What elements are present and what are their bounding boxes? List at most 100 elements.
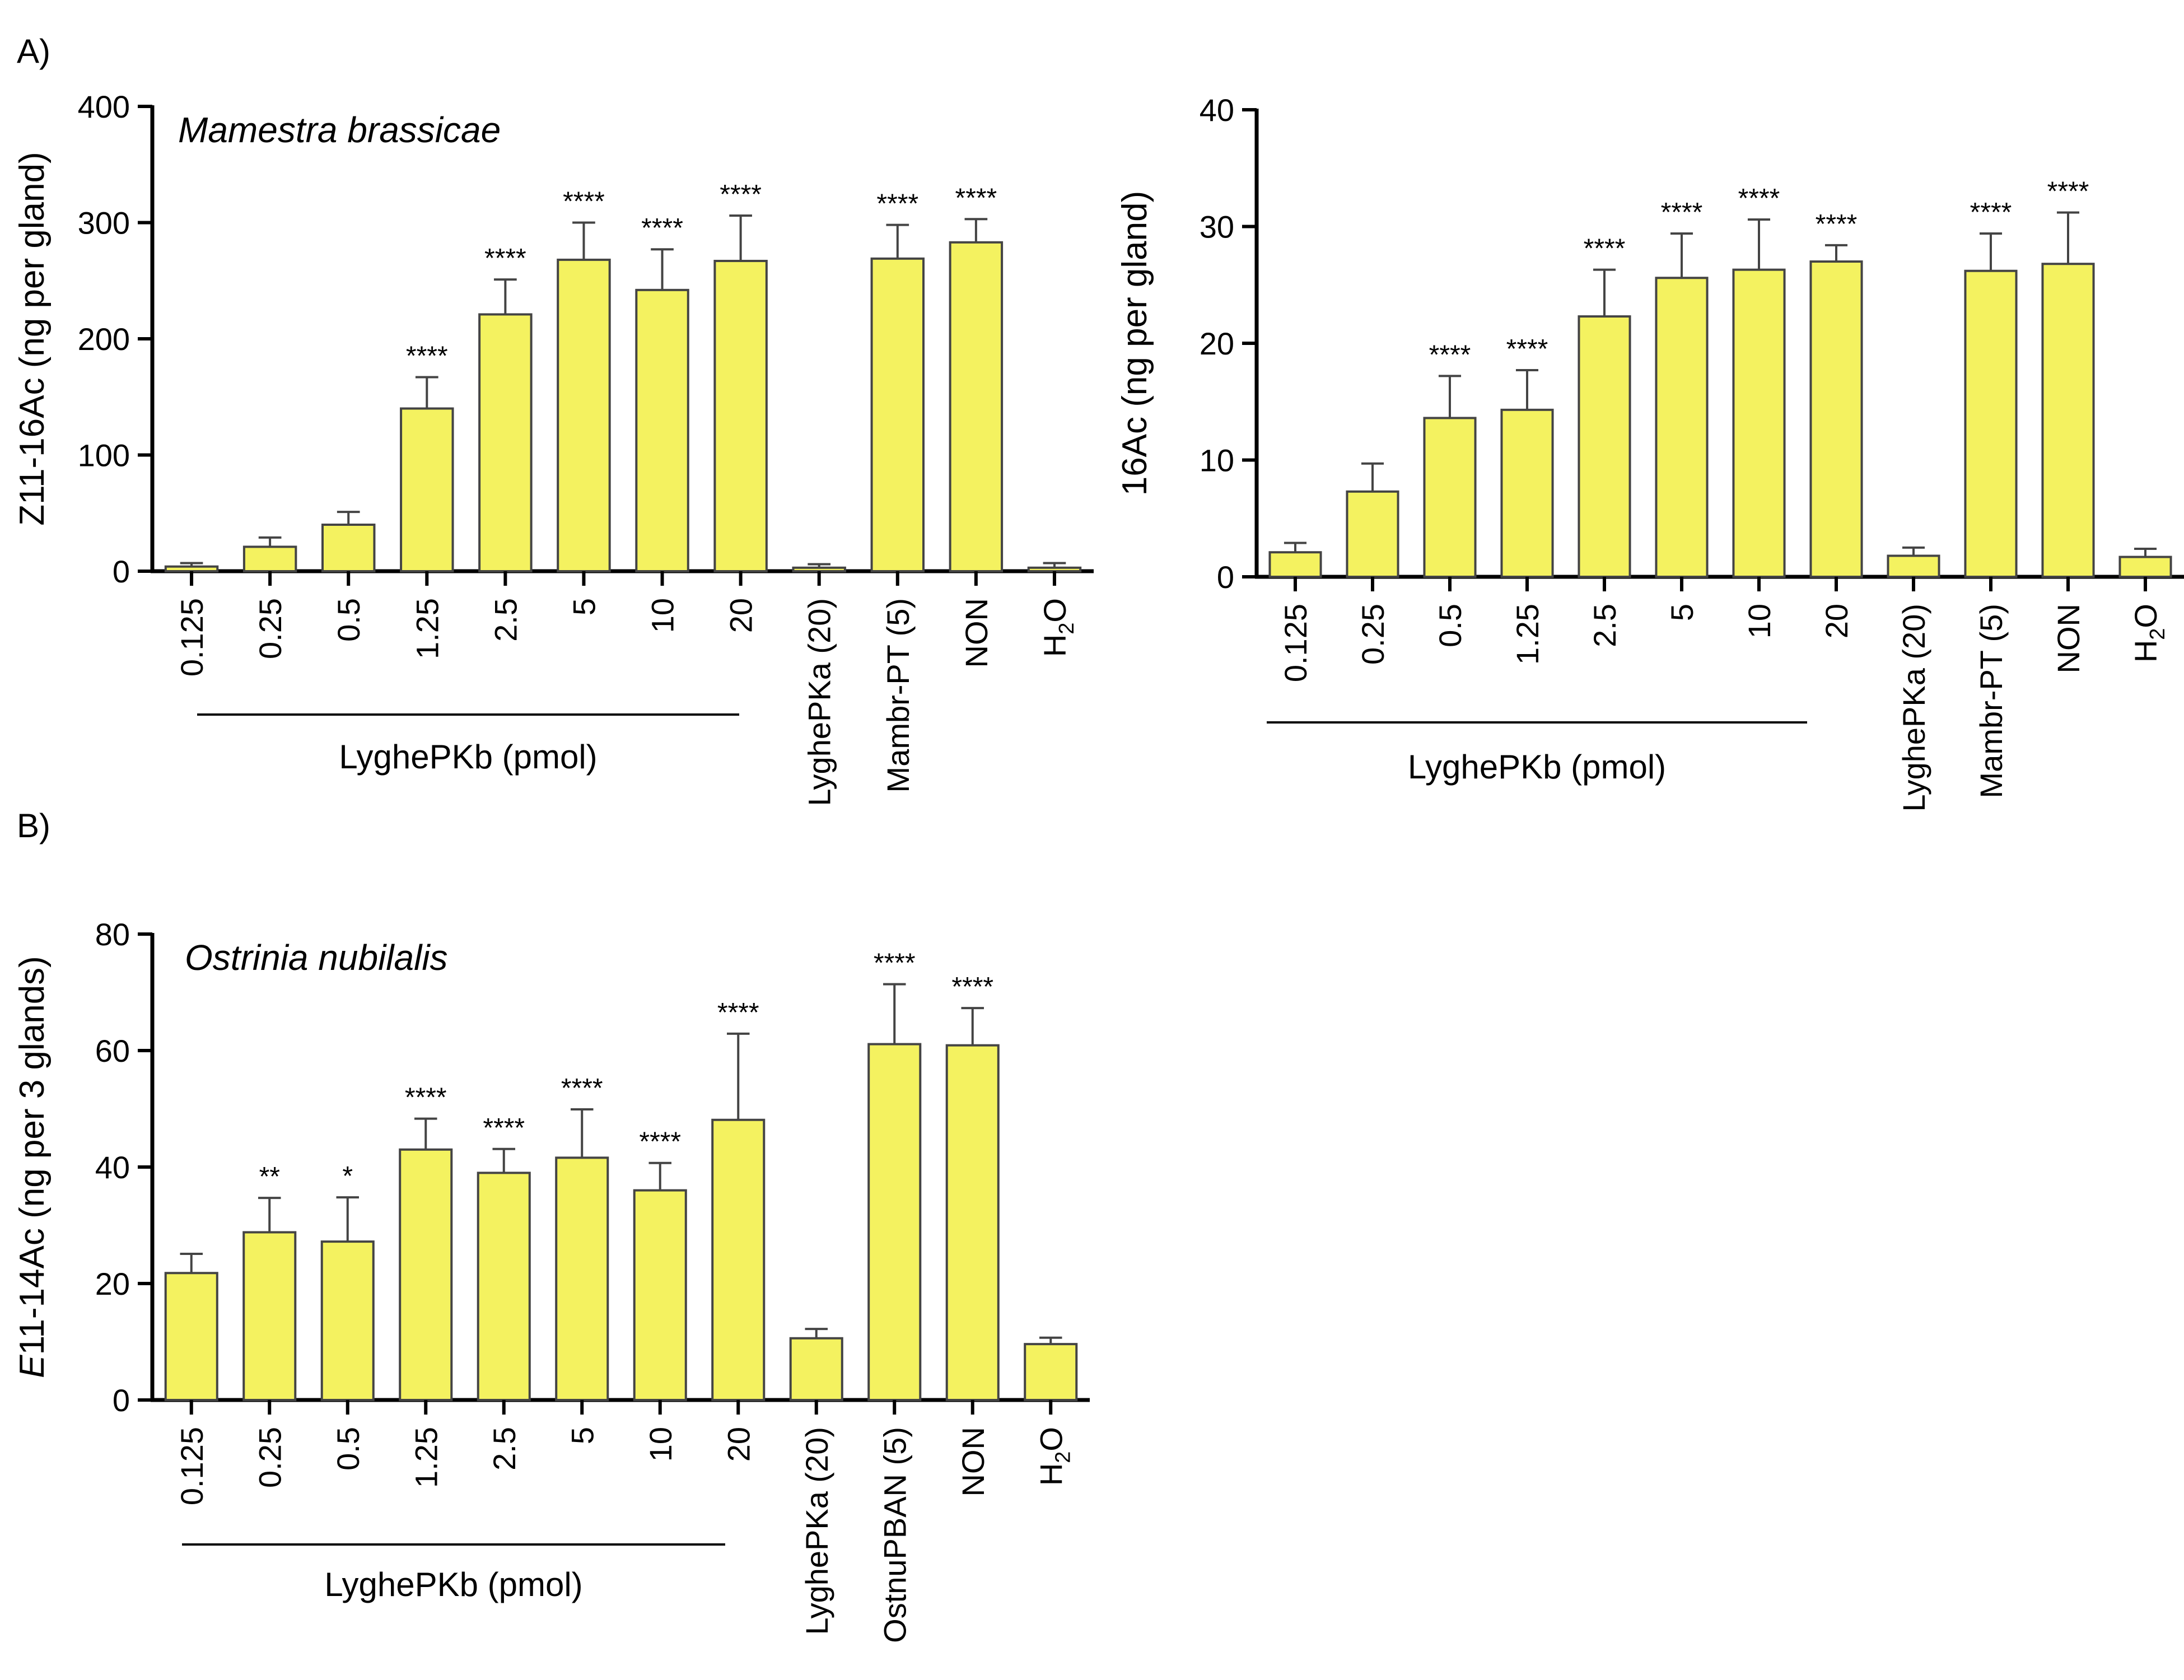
x-category-label: H2O (1037, 598, 1079, 657)
bar (945, 1044, 1000, 1401)
x-category-label: 0.125 (174, 1427, 209, 1505)
y-tick-label: 0 (1217, 559, 1234, 595)
x-category-label: 10 (643, 1427, 678, 1462)
y-tick-label: 300 (78, 206, 130, 241)
x-category-label: 0.25 (1355, 604, 1390, 665)
y-tick-label: 10 (1200, 443, 1234, 478)
bar (1027, 566, 1082, 573)
x-category-label: 0.125 (1278, 604, 1313, 682)
bar (478, 313, 533, 572)
h2o-2: 2 (1055, 623, 1079, 634)
group-label: LyghePKb (pmol) (324, 1566, 582, 1603)
y-axis-title: Z11-16Ac (ng per gland) (13, 152, 52, 525)
x-category-label: 0.5 (1432, 604, 1468, 647)
bar (1268, 551, 1322, 578)
x-category-label: 0.125 (174, 598, 209, 676)
significance-label: **** (484, 244, 526, 273)
significance-label: ** (259, 1162, 280, 1192)
x-category-label: 5 (566, 598, 601, 615)
bar (635, 288, 689, 572)
x-category-label: 20 (721, 1427, 756, 1462)
x-category-label: 10 (1742, 604, 1777, 638)
x-category-label: NON (955, 1427, 991, 1496)
bar (1809, 260, 1863, 578)
bar (399, 1148, 453, 1402)
significance-label: **** (874, 948, 916, 978)
h2o-2: 2 (1051, 1452, 1075, 1463)
bar (870, 257, 925, 572)
significance-label: **** (1738, 184, 1780, 213)
h2o-h: H (2128, 640, 2163, 662)
x-category-label: 5 (1664, 604, 1700, 621)
h2o-o: O (1033, 1427, 1068, 1452)
bar (792, 566, 846, 573)
significance-label: **** (561, 1074, 603, 1103)
y-tick-label: 30 (1200, 209, 1234, 245)
x-category-label: 2.5 (488, 598, 523, 642)
significance-label: **** (2047, 176, 2089, 206)
x-category-label: 10 (645, 598, 680, 633)
bar (949, 241, 1004, 572)
significance-label: **** (1506, 334, 1548, 364)
significance-label: **** (563, 187, 605, 217)
bar (1024, 1343, 1078, 1401)
bar (400, 407, 454, 572)
y-tick-label: 0 (113, 1383, 130, 1418)
x-category-label: 0.25 (252, 1427, 287, 1488)
bar (242, 1231, 297, 1401)
significance-label: **** (1661, 198, 1703, 227)
chart-title: Mamestra brassicae (178, 110, 501, 150)
panel-label-b: B) (17, 807, 50, 844)
significance-label: **** (1429, 340, 1471, 370)
bar (555, 1156, 609, 1402)
bar (1655, 277, 1709, 578)
significance-label: **** (406, 341, 448, 371)
y-tick-label: 400 (78, 89, 130, 124)
x-category-label: 0.5 (330, 1427, 366, 1471)
bar (713, 259, 768, 573)
bar (711, 1118, 766, 1401)
bar (320, 1240, 375, 1402)
bar (633, 1189, 687, 1402)
y-axis-title: 16Ac (ng per gland) (1116, 191, 1154, 496)
bar (867, 1043, 922, 1402)
y-tick-label: 40 (1200, 92, 1234, 128)
x-category-label: LyghePKa (20) (799, 1427, 834, 1635)
x-category-label: 5 (564, 1427, 600, 1444)
group-label: LyghePKb (pmol) (1408, 748, 1666, 786)
y-axis-title: E11-14Ac (ng per 3 glands) (13, 956, 52, 1378)
bar (2041, 263, 2095, 578)
y-tick-label: 20 (1200, 326, 1234, 361)
bar (321, 524, 376, 572)
significance-label: **** (720, 180, 762, 209)
bar (164, 1272, 218, 1402)
bar (477, 1172, 531, 1401)
x-category-label: NON (959, 598, 994, 668)
bar (242, 545, 297, 572)
bar (1346, 490, 1399, 578)
x-category-label: 0.25 (253, 598, 288, 659)
bar (1887, 554, 1940, 578)
x-category-label: 1.25 (409, 598, 445, 659)
panel-label-a: A) (17, 32, 50, 70)
bar (164, 565, 219, 573)
x-category-label: 20 (724, 598, 759, 633)
significance-label: **** (483, 1113, 525, 1143)
significance-label: **** (955, 183, 997, 213)
y-tick-label: 200 (78, 321, 130, 357)
x-category-label: H2O (1033, 1427, 1075, 1486)
significance-label: **** (1816, 209, 1858, 239)
chart-ostrinia-nubilalis: 0 20 40 60 80 E11-14Ac (ng per 3 glands) Ostri… (13, 917, 1090, 1643)
x-category-label: Mambr-PT (5) (1973, 604, 2009, 798)
group-label: LyghePKb (pmol) (339, 738, 597, 776)
y-tick-label: 40 (95, 1150, 130, 1185)
x-category-label: 1.25 (1510, 604, 1545, 665)
y-tick-label: 100 (78, 438, 130, 473)
significance-label: **** (1970, 198, 2012, 227)
chart-mamestra-brassicae: 0 100 200 300 400 Z11-16Ac (ng per gland) Mame… (13, 89, 1094, 806)
significance-label: **** (641, 213, 683, 243)
h2o-h: H (1037, 634, 1072, 657)
chart-16ac: 0 10 20 30 40 16Ac (ng per gland) 0.125 0.25 ***… (1116, 92, 2184, 812)
x-category-label: H2O (2128, 604, 2169, 662)
